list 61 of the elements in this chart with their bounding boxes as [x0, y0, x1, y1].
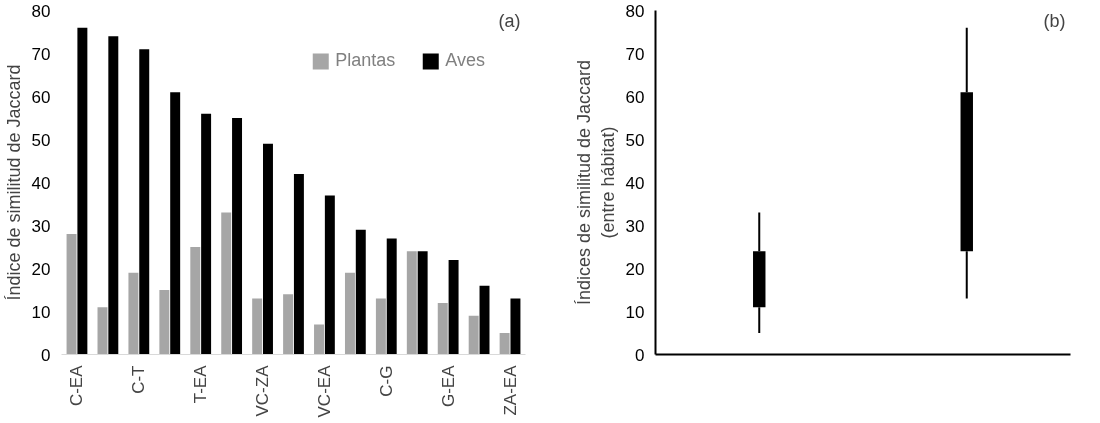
y-tick-label: 30	[31, 216, 51, 236]
y-tick-label: 10	[625, 302, 645, 322]
bar	[344, 272, 355, 355]
y-tick-label: 40	[625, 173, 645, 193]
x-tick-label: VC-ZA	[253, 364, 273, 417]
bar	[293, 173, 304, 355]
legend-label: Aves	[445, 50, 485, 71]
y-tick-label: 70	[625, 44, 645, 64]
x-tick-label: ZA-EA	[500, 364, 520, 416]
y-tick-label: 50	[31, 130, 51, 150]
bar	[499, 333, 510, 355]
bar	[417, 251, 428, 355]
x-tick-label: C-EA	[67, 364, 87, 407]
y-tick-label: 10	[31, 302, 51, 322]
bar	[283, 294, 294, 355]
y-tick-label: 50	[625, 130, 645, 150]
bar	[386, 238, 397, 355]
y-tick-label: 0	[635, 345, 645, 365]
bar	[437, 302, 448, 355]
annotation: (b)	[1043, 10, 1066, 31]
bar	[201, 113, 212, 355]
bar	[128, 272, 139, 355]
y-tick-label: 70	[31, 44, 51, 64]
bar	[77, 27, 88, 355]
y-tick-label: 80	[625, 1, 645, 21]
y-tick-label: 80	[31, 1, 51, 21]
y-tick-label: 40	[31, 173, 51, 193]
x-tick-label: VC-EA	[314, 364, 334, 418]
bar	[448, 259, 459, 355]
bar	[510, 298, 521, 355]
bar	[97, 307, 108, 355]
bar	[314, 324, 324, 355]
bar	[355, 229, 366, 355]
y-tick-label: 0	[41, 345, 51, 365]
bar	[66, 234, 77, 355]
bar	[468, 315, 479, 355]
bar	[324, 195, 335, 355]
bar	[190, 247, 201, 355]
bar	[139, 49, 150, 355]
y-tick-label: 60	[625, 87, 645, 107]
y-tick-label: 60	[31, 87, 51, 107]
legend-label: Plantas	[335, 50, 396, 71]
y-tick-label: 20	[31, 259, 51, 279]
y-axis-title: Índice de similitud de Jaccard	[3, 64, 24, 301]
bar	[375, 298, 386, 355]
y-tick-label: 20	[625, 259, 645, 279]
x-tick-label: T-EA	[191, 364, 211, 404]
y-axis-title: Índices de similitud de Jaccard (entre hábitat)	[573, 59, 618, 306]
bar	[170, 92, 181, 355]
bar	[221, 212, 232, 355]
bar	[406, 251, 417, 355]
bar	[159, 290, 170, 355]
x-tick-label: C-G	[376, 365, 396, 397]
bar	[108, 36, 119, 355]
bar	[232, 118, 243, 355]
y-tick-label: 30	[625, 216, 645, 236]
x-tick-label: C-T	[129, 365, 149, 394]
bar	[252, 298, 263, 355]
x-tick-label: G-EA	[438, 364, 458, 408]
annotation: (a)	[498, 10, 521, 31]
bar	[263, 143, 273, 355]
